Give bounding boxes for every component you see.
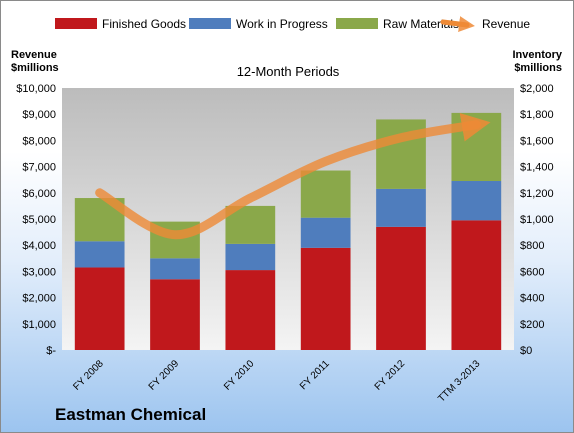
bar-finished-goods <box>300 247 351 350</box>
right-axis-title-line1: Inventory <box>512 49 562 61</box>
bar-work-in-progress <box>300 217 351 248</box>
right-tick-label: $0 <box>520 345 532 357</box>
right-axis-title-line2: $millions <box>514 62 562 74</box>
left-tick-label: $6,000 <box>22 188 56 200</box>
left-tick-label: $8,000 <box>22 135 56 147</box>
left-tick-label: $5,000 <box>22 214 56 226</box>
legend-label-revenue: Revenue <box>482 17 530 31</box>
bar-work-in-progress <box>74 241 125 268</box>
right-tick-label: $1,400 <box>520 162 554 174</box>
legend: Finished Goods Work in Progress Raw Mate… <box>55 16 530 32</box>
bar-finished-goods <box>376 226 426 350</box>
right-tick-label: $2,000 <box>520 83 554 95</box>
x-tick-label: FY 2008 <box>71 358 106 393</box>
revenue-line-group <box>95 112 491 240</box>
bars-group <box>74 112 502 350</box>
right-tick-label: $800 <box>520 240 544 252</box>
legend-swatch-revenue-arrow-icon <box>440 16 475 32</box>
bar-work-in-progress <box>376 188 426 227</box>
chart-title: 12-Month Periods <box>237 64 340 79</box>
legend-label-work-in-progress: Work in Progress <box>236 17 328 31</box>
left-tick-label: $- <box>46 345 56 357</box>
legend-label-finished-goods: Finished Goods <box>102 17 186 31</box>
right-tick-label: $1,800 <box>520 109 554 121</box>
x-tick-label: TTM 3-2013 <box>436 358 483 405</box>
bar-raw-materials <box>300 170 351 218</box>
x-tick-label: FY 2012 <box>373 358 408 393</box>
bar-finished-goods <box>74 267 125 350</box>
right-tick-label: $200 <box>520 319 544 331</box>
right-tick-label: $1,200 <box>520 188 554 200</box>
left-tick-label: $7,000 <box>22 162 56 174</box>
revenue-line <box>95 112 491 240</box>
legend-label-raw-materials: Raw Materials <box>383 17 459 31</box>
bar-work-in-progress <box>225 243 276 271</box>
bar-work-in-progress <box>451 181 502 221</box>
company-name: Eastman Chemical <box>55 405 207 424</box>
left-tick-label: $2,000 <box>22 293 56 305</box>
x-tick-label: FY 2011 <box>298 358 332 392</box>
left-tick-label: $4,000 <box>22 240 56 252</box>
x-axis-labels: FY 2008 FY 2009 FY 2010 FY 2011 FY 2012 TTM 3… <box>71 358 482 405</box>
left-tick-label: $3,000 <box>22 266 56 278</box>
left-axis-title-line2: $millions <box>11 62 59 74</box>
legend-swatch-finished-goods <box>55 18 97 29</box>
bar-finished-goods <box>451 220 502 350</box>
right-tick-label: $1,600 <box>520 135 554 147</box>
legend-swatch-raw-materials <box>336 18 378 29</box>
left-tick-label: $1,000 <box>22 319 56 331</box>
x-tick-label: FY 2010 <box>222 358 257 393</box>
right-axis-ticks: $0 $200 $400 $600 $800 $1,000 $1,200 $1,400 $1,6… <box>520 83 554 357</box>
bar-finished-goods <box>150 279 200 350</box>
right-tick-label: $600 <box>520 266 544 278</box>
left-tick-label: $9,000 <box>22 109 56 121</box>
left-axis-ticks: $- $1,000 $2,000 $3,000 $4,000 $5,000 $6,000 $7… <box>16 83 56 357</box>
legend-swatch-work-in-progress <box>189 18 231 29</box>
bar-finished-goods <box>225 270 276 350</box>
left-axis-title-line1: Revenue <box>11 49 57 61</box>
x-tick-label: FY 2009 <box>147 358 182 393</box>
bar-work-in-progress <box>150 258 200 280</box>
right-tick-label: $400 <box>520 293 544 305</box>
right-tick-label: $1,000 <box>520 214 554 226</box>
left-tick-label: $10,000 <box>16 83 56 95</box>
